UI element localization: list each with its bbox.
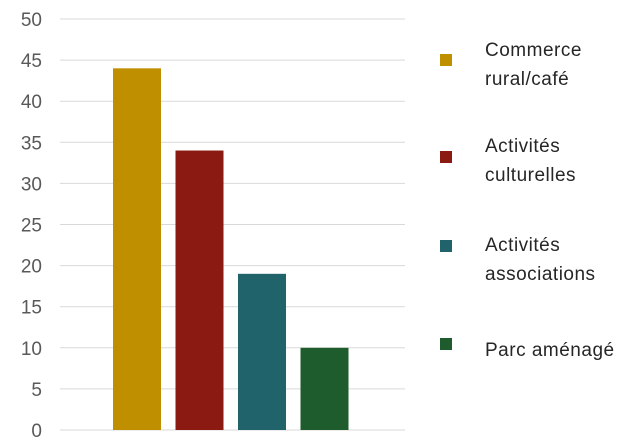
y-tick-label: 35: [21, 133, 42, 154]
bars: [113, 68, 349, 430]
legend-swatch: [440, 338, 452, 350]
bar: [175, 150, 224, 430]
legend-label: Commerce rural/café: [485, 40, 582, 90]
y-tick-label: 50: [21, 10, 42, 31]
y-tick-label: 40: [21, 92, 42, 113]
y-tick-label: 30: [21, 174, 42, 195]
y-tick-label: 15: [21, 298, 42, 319]
legend-swatch: [440, 240, 452, 252]
y-tick-label: 20: [21, 257, 42, 278]
bar: [113, 68, 161, 430]
legend-label: Activités culturelles: [485, 136, 577, 186]
y-axis-tick-labels: 0 5 10 15 20 25 30 35 40 45 50: [21, 10, 42, 437]
gridlines: [60, 18, 405, 431]
y-tick-label: 0: [31, 421, 42, 437]
y-tick-label: 5: [31, 380, 42, 401]
bar: [238, 273, 286, 430]
legend-label: Activités associations: [485, 235, 596, 285]
legend-swatch: [440, 151, 452, 163]
y-tick-label: 45: [21, 51, 42, 72]
y-tick-label: 25: [21, 216, 42, 237]
bar: [300, 347, 349, 430]
legend-label: Parc aménagé: [485, 340, 615, 361]
y-tick-label: 10: [21, 339, 42, 360]
legend-swatch: [440, 54, 452, 66]
